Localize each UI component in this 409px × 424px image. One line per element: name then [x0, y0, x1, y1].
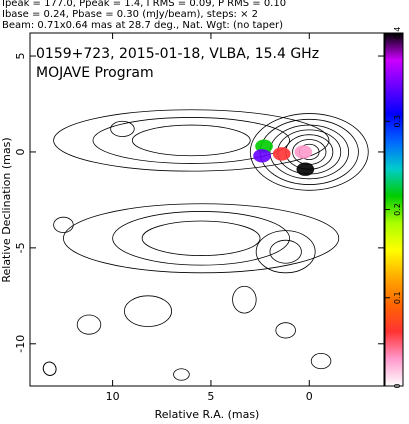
axis-ticks: 10 5 0 5 0 -5 -10 [14, 33, 384, 403]
chart-title: 0159+723, 2015-01-18, VLBA, 15.4 GHz [36, 46, 319, 62]
colorbar-tick-label: 0.2 [393, 203, 402, 216]
header-line-3: Beam: 0.71x0.64 mas at 28.7 deg., Nat. W… [2, 20, 284, 31]
contour-core-4 [269, 124, 349, 180]
polarization-layer [253, 139, 315, 176]
contour-lobe-south-inner-0 [269, 239, 302, 264]
chart-subtitle: MOJAVE Program [36, 65, 154, 81]
contour-blob-g-0 [310, 352, 332, 370]
polarization-patch-1 [253, 149, 271, 163]
contour-blob-f-0 [76, 314, 102, 335]
header-line-2: Ibase = 0.24, Pbase = 0.30 (mJy/beam), s… [2, 9, 259, 20]
colorbar-tick-label: 0 [393, 383, 402, 388]
polarization-patch-2 [272, 147, 291, 161]
y-tick-label: 5 [14, 53, 27, 60]
beam-ellipse [42, 361, 57, 376]
contour-lobe-south-1 [112, 211, 291, 266]
contour-blob-h-0 [173, 368, 190, 381]
contour-layer [42, 109, 369, 381]
contour-lobe-south-2 [63, 203, 340, 274]
colorbar-tick-label: 0.4 [393, 27, 402, 40]
header-line-1: Ipeak = 177.0, Ppeak = 1.4, I RMS = 0.09… [2, 0, 287, 9]
x-tick-label: 10 [106, 390, 120, 403]
y-tick-label: -5 [14, 242, 27, 253]
y-tick-label: -10 [14, 335, 27, 353]
contour-blob-d-0 [232, 285, 257, 314]
contour-blob-b-0 [53, 216, 74, 233]
polarization-patch-4 [296, 162, 315, 176]
contour-jet-north-1 [92, 117, 290, 164]
x-tick-label: 0 [306, 390, 313, 403]
contour-jet-north-2 [53, 109, 330, 172]
contour-blob-c-0 [124, 295, 173, 327]
colorbar-tick-label: 0.1 [393, 291, 402, 304]
contour-lobe-south-inner-1 [255, 230, 316, 274]
polarization-patch-3 [294, 145, 313, 159]
x-tick-label: 5 [207, 390, 214, 403]
contour-blob-a-0 [110, 120, 135, 137]
contour-jet-north-0 [131, 124, 251, 157]
contour-core-6 [249, 113, 369, 191]
y-axis-label: Relative Declination (mas) [0, 137, 13, 282]
colorbar-ticks: 0 0.1 0.2 0.3 0.4 [385, 27, 402, 389]
contour-blob-e-0 [275, 322, 296, 339]
contour-lobe-south-0 [141, 220, 261, 256]
y-tick-label: 0 [14, 148, 27, 155]
colorbar-tick-label: 0.3 [393, 115, 402, 128]
plot-frame [29, 32, 385, 387]
x-axis-label: Relative R.A. (mas) [155, 408, 260, 421]
